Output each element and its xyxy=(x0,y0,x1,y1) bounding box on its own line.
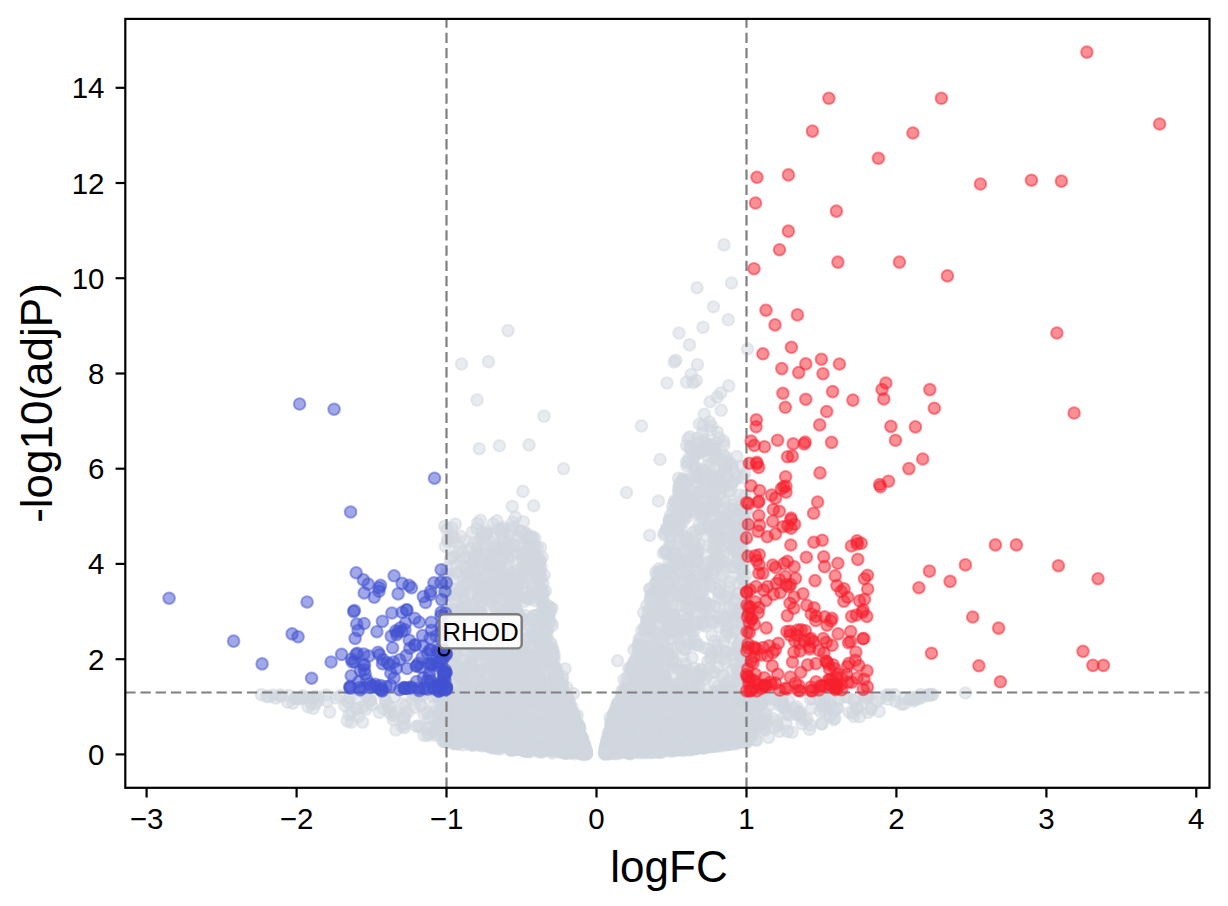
svg-text:0: 0 xyxy=(88,738,104,771)
svg-text:-log10(adjP): -log10(adjP) xyxy=(12,283,61,523)
svg-text:2: 2 xyxy=(88,643,104,676)
svg-text:−2: −2 xyxy=(280,802,314,835)
svg-text:10: 10 xyxy=(72,262,105,295)
svg-text:−3: −3 xyxy=(130,802,164,835)
svg-text:12: 12 xyxy=(72,167,105,200)
svg-text:0: 0 xyxy=(588,802,604,835)
svg-text:1: 1 xyxy=(738,802,754,835)
svg-text:4: 4 xyxy=(1188,802,1204,835)
svg-text:2: 2 xyxy=(888,802,904,835)
svg-text:14: 14 xyxy=(72,71,105,104)
svg-text:8: 8 xyxy=(88,357,104,390)
svg-text:RHOD: RHOD xyxy=(442,617,519,647)
svg-text:4: 4 xyxy=(88,547,104,580)
svg-text:6: 6 xyxy=(88,452,104,485)
svg-text:−1: −1 xyxy=(430,802,464,835)
svg-text:3: 3 xyxy=(1038,802,1054,835)
svg-text:logFC: logFC xyxy=(610,842,727,891)
